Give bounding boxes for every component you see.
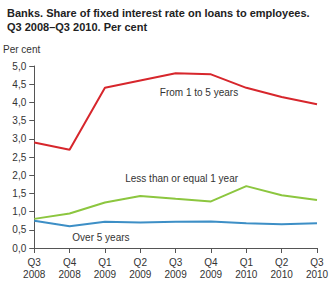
svg-text:Q4: Q4 [204,257,218,268]
svg-text:4,0: 4,0 [12,97,26,108]
svg-text:2010: 2010 [271,269,294,280]
svg-text:5,0: 5,0 [12,61,26,72]
svg-text:2,5: 2,5 [12,152,26,163]
svg-text:Q3 2008–Q3 2010. Per cent: Q3 2008–Q3 2010. Per cent [7,21,147,33]
svg-text:2010: 2010 [306,269,329,280]
svg-text:2008: 2008 [23,269,46,280]
svg-text:Q3: Q3 [28,257,42,268]
svg-text:3,0: 3,0 [12,133,26,144]
svg-text:2,0: 2,0 [12,170,26,181]
svg-text:2009: 2009 [129,269,152,280]
svg-text:2009: 2009 [164,269,187,280]
svg-text:4,5: 4,5 [12,79,26,90]
svg-text:1,0: 1,0 [12,206,26,217]
svg-text:Q1: Q1 [98,257,112,268]
svg-text:2009: 2009 [200,269,223,280]
svg-text:Q3: Q3 [310,257,324,268]
svg-text:2010: 2010 [235,269,258,280]
svg-text:1,5: 1,5 [12,188,26,199]
svg-text:Q4: Q4 [63,257,77,268]
svg-text:Banks. Share of fixed interest: Banks. Share of fixed interest rate on l… [7,7,310,19]
svg-text:Over 5 years: Over 5 years [72,232,129,243]
svg-text:Q1: Q1 [240,257,254,268]
svg-text:0,5: 0,5 [12,224,26,235]
svg-text:0,0: 0,0 [12,243,26,254]
svg-text:2009: 2009 [94,269,117,280]
svg-text:2008: 2008 [58,269,81,280]
svg-text:Less than or equal 1 year: Less than or equal 1 year [125,173,239,184]
svg-text:Q2: Q2 [275,257,289,268]
svg-text:3,5: 3,5 [12,115,26,126]
svg-text:From 1 to 5 years: From 1 to 5 years [160,87,238,98]
svg-text:Q3: Q3 [169,257,183,268]
svg-text:Q2: Q2 [134,257,148,268]
svg-text:Per cent: Per cent [3,44,40,55]
